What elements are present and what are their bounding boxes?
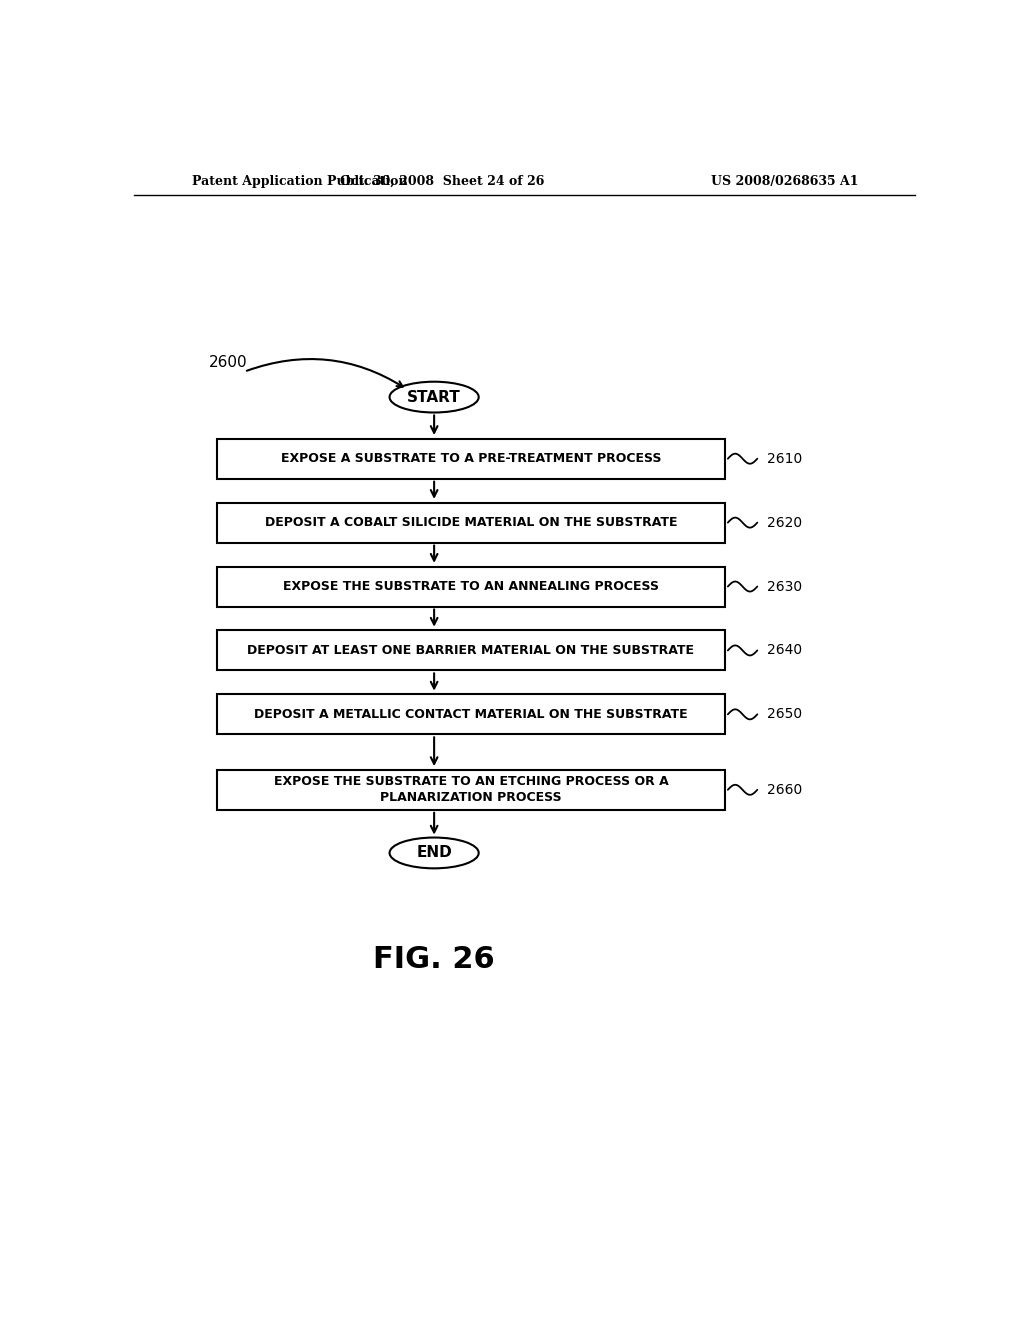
FancyBboxPatch shape: [217, 503, 725, 543]
FancyBboxPatch shape: [217, 694, 725, 734]
Text: US 2008/0268635 A1: US 2008/0268635 A1: [711, 176, 858, 187]
Text: 2620: 2620: [767, 516, 802, 529]
FancyBboxPatch shape: [217, 631, 725, 671]
Text: 2630: 2630: [767, 579, 802, 594]
Ellipse shape: [389, 381, 478, 413]
Text: END: END: [416, 845, 452, 861]
Text: START: START: [408, 389, 461, 405]
FancyBboxPatch shape: [217, 438, 725, 479]
Text: Patent Application Publication: Patent Application Publication: [191, 176, 408, 187]
Text: EXPOSE THE SUBSTRATE TO AN ETCHING PROCESS OR A
PLANARIZATION PROCESS: EXPOSE THE SUBSTRATE TO AN ETCHING PROCE…: [273, 775, 669, 804]
Text: 2610: 2610: [767, 451, 802, 466]
Text: 2660: 2660: [767, 783, 802, 797]
Text: 2600: 2600: [209, 355, 248, 370]
Text: EXPOSE A SUBSTRATE TO A PRE-TREATMENT PROCESS: EXPOSE A SUBSTRATE TO A PRE-TREATMENT PR…: [281, 453, 662, 465]
Text: Oct. 30, 2008  Sheet 24 of 26: Oct. 30, 2008 Sheet 24 of 26: [340, 176, 544, 187]
Text: DEPOSIT A METALLIC CONTACT MATERIAL ON THE SUBSTRATE: DEPOSIT A METALLIC CONTACT MATERIAL ON T…: [254, 708, 688, 721]
Text: DEPOSIT AT LEAST ONE BARRIER MATERIAL ON THE SUBSTRATE: DEPOSIT AT LEAST ONE BARRIER MATERIAL ON…: [248, 644, 694, 657]
Text: 2650: 2650: [767, 708, 802, 721]
Text: FIG. 26: FIG. 26: [374, 945, 495, 974]
Text: DEPOSIT A COBALT SILICIDE MATERIAL ON THE SUBSTRATE: DEPOSIT A COBALT SILICIDE MATERIAL ON TH…: [264, 516, 677, 529]
Text: EXPOSE THE SUBSTRATE TO AN ANNEALING PROCESS: EXPOSE THE SUBSTRATE TO AN ANNEALING PRO…: [283, 579, 658, 593]
Ellipse shape: [389, 838, 478, 869]
FancyBboxPatch shape: [217, 566, 725, 607]
Text: 2640: 2640: [767, 643, 802, 657]
FancyBboxPatch shape: [217, 770, 725, 810]
